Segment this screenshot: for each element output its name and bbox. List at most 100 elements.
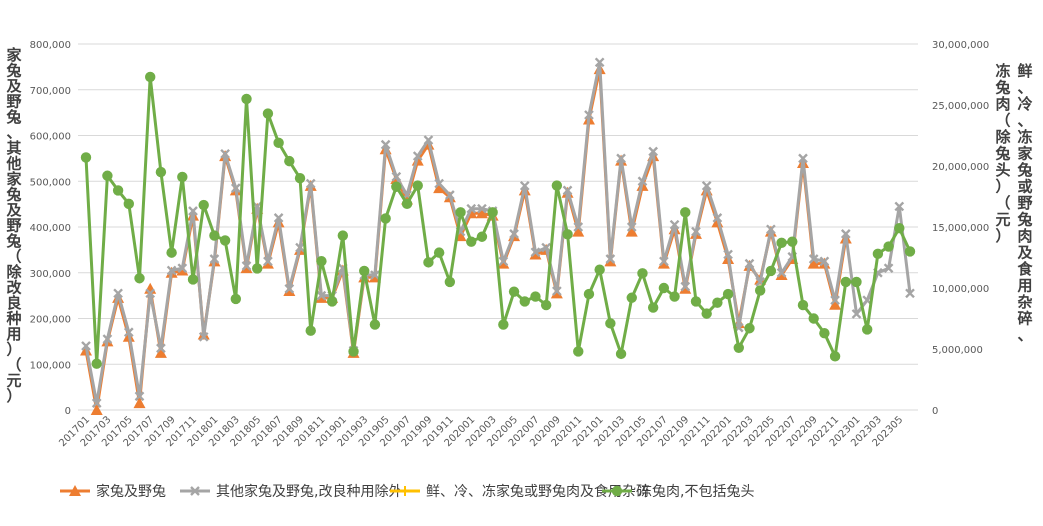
series-line [84,60,912,405]
axis-title-char: 及 [6,77,22,95]
data-point [562,229,573,240]
right-tick-label: 10,000,000 [932,284,989,295]
axis-title-char: 他 [5,155,21,173]
axis-title-char: 肉 [995,95,1010,113]
data-point [797,299,809,311]
axis-title-char: 兔 [1016,161,1032,179]
data-point [155,166,167,178]
series-layer [80,57,916,415]
data-point [380,139,391,150]
axis-title-char: 、 [1017,112,1032,130]
data-point [669,291,680,302]
data-point [712,297,723,308]
data-point [401,198,413,210]
axis-title-char: 元 [6,372,21,390]
data-point [295,242,305,253]
data-point [112,185,124,196]
data-point [477,203,487,214]
data-point [198,331,209,342]
legend-item-2: 其他家兔及野兔,改良种用除外 [180,483,402,500]
data-point [466,236,477,247]
data-point [551,180,563,191]
axis-title-char: 改 [6,279,22,297]
axis-title-char: 野 [6,217,21,235]
data-point [829,298,842,310]
data-point [573,346,584,357]
gridlines [78,43,918,411]
axis-title-char: 、 [1017,326,1032,344]
data-point [573,222,584,232]
data-point [733,342,744,353]
data-point [851,276,862,288]
axis-title-char: 除 [6,263,22,281]
right-tick-label: 30,000,000 [932,40,989,51]
axis-title-char: 兔 [5,186,21,204]
data-point [723,249,733,260]
data-point [412,151,423,161]
data-point [391,181,402,192]
data-point [466,203,477,214]
data-point [712,213,723,223]
data-point [883,241,894,252]
left-tick-label: 300,000 [30,269,71,280]
data-point [765,265,777,277]
data-point [808,254,819,264]
data-point [894,201,905,212]
data-point [830,295,840,306]
data-point [626,292,637,303]
data-point [230,293,242,305]
data-point [219,235,231,246]
data-point [519,296,530,307]
data-point [154,346,167,358]
data-point [530,291,541,302]
data-point [370,270,380,280]
data-point [284,155,295,167]
axis-title-char: 肉 [1017,227,1032,245]
data-point [188,206,198,216]
axis-title-char: 头 [995,161,1010,179]
data-point [872,248,884,260]
data-point [305,325,316,336]
axis-title-char: 兔 [5,108,21,126]
axis-title-char: 冷 [1017,95,1032,113]
data-point [337,230,349,241]
legend-label: 冻兔肉,不包括兔头 [638,483,754,500]
data-point [145,71,156,83]
data-point [102,334,113,344]
axis-title-char: 食 [1017,260,1033,278]
data-point [81,341,91,351]
data-point [263,256,273,267]
data-point [123,198,135,210]
data-point [894,223,905,234]
data-point [616,153,626,164]
axis-title-char: ） [6,387,21,405]
right-tick-label: 20,000,000 [932,162,989,173]
data-point [904,246,916,257]
data-point [455,207,466,218]
data-point [475,207,488,219]
legend-label: 家兔及野兔 [96,483,166,500]
legend: 家兔及野兔 其他家兔及野兔,改良种用除外 鲜、冷、冻家兔或野兔肉及食用杂碎冻兔肉,不… [60,483,754,500]
data-point [701,308,712,319]
data-point [508,286,520,297]
legend-item-1: 家兔及野兔 [60,483,166,500]
data-point [433,247,445,258]
x-axis-ticks: 2017012017032017052017072017092017112018… [57,414,905,449]
data-point [744,258,755,269]
data-point [519,180,530,191]
data-point [476,231,488,242]
right-tick-label: 15,000,000 [932,223,989,234]
axis-title-char: 用 [1017,277,1032,295]
data-point [369,319,381,330]
axis-title-char: 兔 [994,79,1010,97]
axis-title-char: （ [6,356,21,374]
data-point [776,237,787,249]
data-point [273,213,284,223]
axis-title-char: （ [6,248,21,266]
data-point [262,108,274,119]
data-point [91,398,102,408]
data-point [594,264,605,275]
axis-title-char: 、 [6,124,21,142]
axis-title-char: 种 [5,310,21,328]
